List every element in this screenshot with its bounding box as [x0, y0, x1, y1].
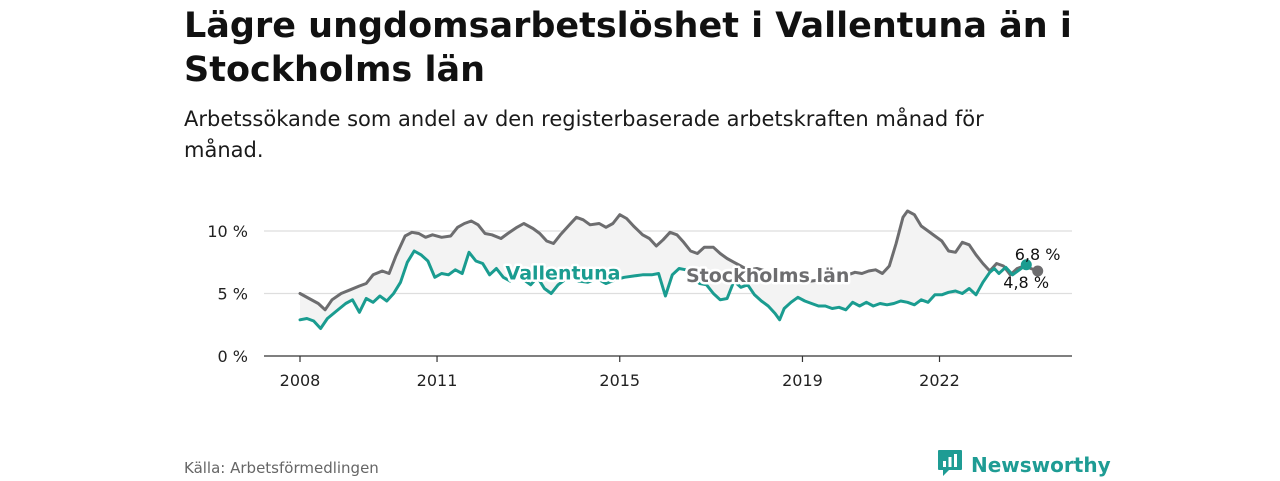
source-note: Källa: Arbetsförmedlingen — [184, 459, 379, 477]
difference-band — [300, 211, 1038, 329]
y-axis-ticks: 0 % 5 % 10 % — [207, 222, 248, 366]
end-value-label-stockholms-lan: 6,8 % — [1015, 245, 1061, 264]
y-tick-label: 0 % — [218, 347, 248, 366]
brand-logo[interactable]: Newsworthy — [937, 449, 1111, 481]
series-label-vallentuna: Vallentuna — [506, 262, 621, 284]
series-line-vallentuna — [298, 249, 1028, 330]
y-tick-label: 10 % — [207, 222, 248, 241]
series-end-dot-stockholms-lan — [1032, 265, 1044, 277]
series-end-dot-vallentuna — [1020, 259, 1032, 271]
brand-name: Newsworthy — [971, 453, 1111, 477]
y-tick-label: 5 % — [218, 285, 248, 304]
series-line-stockholms-lan — [298, 209, 1040, 312]
newsworthy-logo-icon — [937, 449, 963, 481]
chart-subtitle: Arbetssökande som andel av den registerb… — [184, 107, 984, 162]
x-tick-label: 2015 — [599, 371, 640, 390]
x-axis-ticks: 2008 2011 2015 2019 2022 — [280, 356, 960, 390]
x-tick-label: 2008 — [280, 371, 321, 390]
end-value-label-vallentuna: 4,8 % — [1003, 273, 1049, 292]
x-tick-label: 2022 — [919, 371, 960, 390]
chart-title: Lägre ungdomsarbetslöshet i Vallentuna ä… — [184, 6, 1072, 90]
series-label-stockholms-lan: Stockholms län — [686, 265, 849, 287]
x-tick-label: 2019 — [782, 371, 823, 390]
x-tick-label: 2011 — [417, 371, 458, 390]
